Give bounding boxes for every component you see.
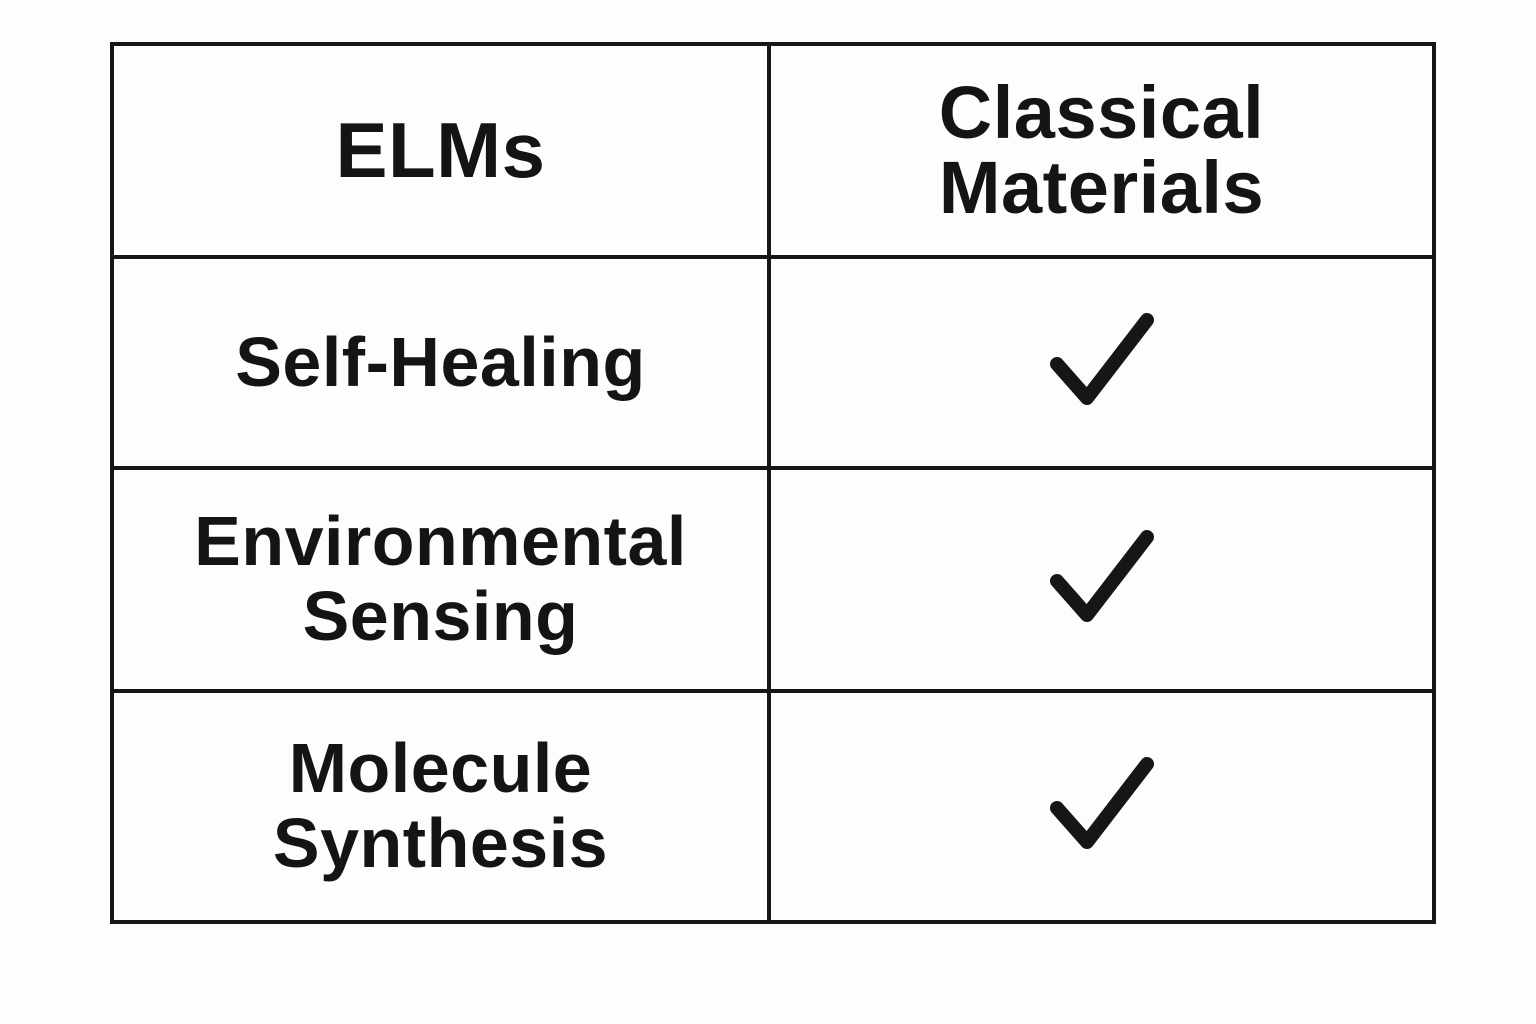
comparison-table: ELMs Classical Materials Self-Healing En… bbox=[110, 42, 1436, 925]
row-label-cell: Molecule Synthesis bbox=[110, 688, 771, 925]
row-label-cell: Self-Healing bbox=[110, 254, 771, 470]
header-cell-classical-materials: Classical Materials bbox=[767, 42, 1436, 259]
checkmark-icon bbox=[1047, 525, 1157, 629]
check-cell bbox=[767, 254, 1436, 470]
header-cell-elms: ELMs bbox=[110, 42, 771, 259]
row-label-cell: Environmental Sensing bbox=[110, 465, 771, 693]
checkmark-icon bbox=[1047, 752, 1157, 856]
table-row: Molecule Synthesis bbox=[110, 688, 1436, 925]
table-row: Environmental Sensing bbox=[110, 465, 1436, 693]
check-cell bbox=[767, 688, 1436, 925]
row-label: Molecule Synthesis bbox=[272, 728, 609, 883]
table-row: Self-Healing bbox=[110, 254, 1436, 470]
header-label-classical-materials: Classical Materials bbox=[938, 71, 1265, 230]
table-header-row: ELMs Classical Materials bbox=[110, 42, 1436, 259]
row-label: Self-Healing bbox=[235, 322, 646, 401]
header-label-elms: ELMs bbox=[335, 106, 546, 195]
check-cell bbox=[767, 465, 1436, 693]
checkmark-icon bbox=[1047, 308, 1157, 412]
row-label: Environmental Sensing bbox=[194, 501, 687, 656]
